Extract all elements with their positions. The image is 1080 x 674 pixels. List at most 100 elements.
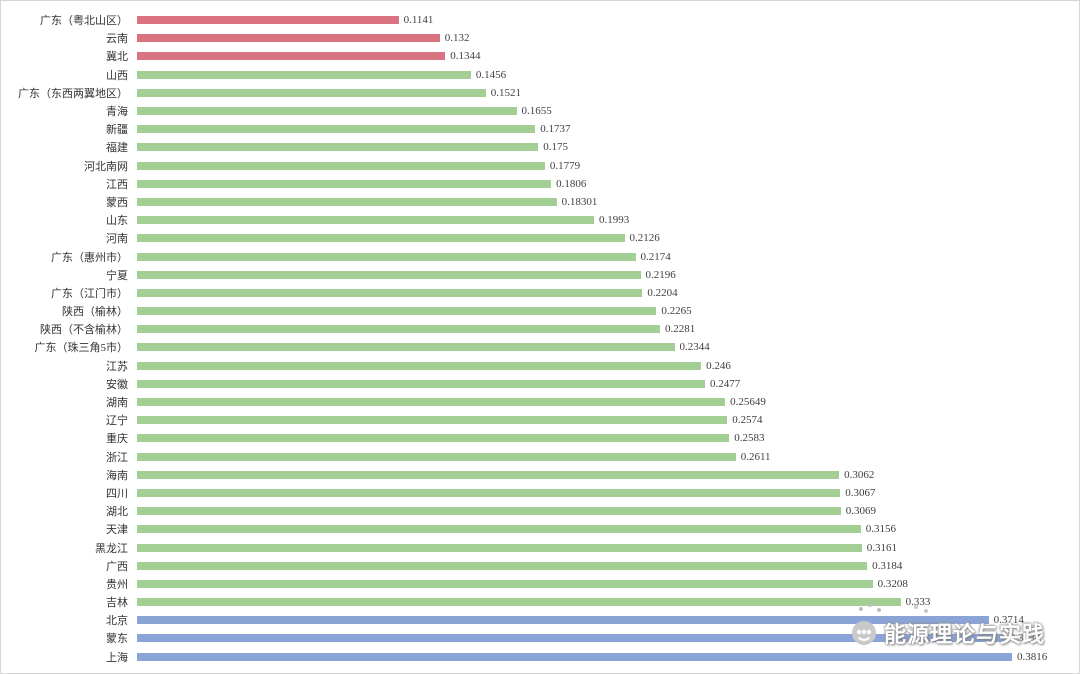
bar-row: 青海 0.1655 [1, 102, 1079, 120]
value-label: 0.132 [444, 32, 470, 45]
category-label: 湖南 [106, 397, 128, 410]
bar-row: 上海 0.3816 [1, 648, 1079, 666]
category-label: 蒙西 [106, 196, 128, 209]
category-label: 天津 [106, 524, 128, 537]
bar [137, 525, 861, 534]
value-label: 0.3062 [844, 468, 875, 481]
bar [137, 307, 657, 316]
bar [137, 416, 728, 425]
bar-track: 0.175 [137, 141, 1079, 153]
bar-track: 0.3784 [137, 632, 1079, 644]
bar-row: 重庆 0.2583 [1, 429, 1079, 447]
value-label: 0.2196 [645, 268, 676, 281]
category-label: 黑龙江 [95, 542, 128, 555]
bar-row: 蒙西 0.18301 [1, 193, 1079, 211]
value-label: 0.2477 [710, 377, 741, 390]
value-label: 0.25649 [730, 396, 766, 409]
bar-track: 0.2196 [137, 269, 1079, 281]
bar-track: 0.1993 [137, 214, 1079, 226]
category-label: 广西 [106, 560, 128, 573]
value-label: 0.2344 [679, 341, 710, 354]
value-label: 0.1344 [450, 50, 481, 63]
category-label: 福建 [106, 142, 128, 155]
bar [137, 70, 471, 79]
bar [137, 325, 660, 334]
bar-row: 河南 0.2126 [1, 229, 1079, 247]
bar-row: 广东（惠州市） 0.2174 [1, 247, 1079, 265]
value-label: 0.2611 [740, 450, 771, 463]
bar-row: 黑龙江 0.3161 [1, 538, 1079, 556]
bar-row: 北京 0.3714 [1, 611, 1079, 629]
bar-track: 0.2583 [137, 432, 1079, 444]
category-label: 重庆 [106, 433, 128, 446]
value-label: 0.1141 [403, 14, 434, 27]
category-label: 河南 [106, 233, 128, 246]
bar-track: 0.1806 [137, 178, 1079, 190]
bar-row: 陕西（榆林） 0.2265 [1, 302, 1079, 320]
category-label: 蒙东 [106, 633, 128, 646]
bar-row: 辽宁 0.2574 [1, 411, 1079, 429]
bar [137, 252, 636, 261]
value-label: 0.3161 [866, 541, 898, 554]
bar-row: 冀北 0.1344 [1, 47, 1079, 65]
bar-track: 0.2574 [137, 414, 1079, 426]
bar-row: 安徽 0.2477 [1, 375, 1079, 393]
bar-track: 0.18301 [137, 196, 1079, 208]
category-label: 陕西（榆林） [62, 306, 128, 319]
bar-row: 湖北 0.3069 [1, 502, 1079, 520]
category-label: 广东（粤北山区） [40, 15, 128, 28]
bar-track: 0.3208 [137, 578, 1079, 590]
bar-track: 0.2611 [137, 451, 1079, 463]
bar [137, 197, 557, 206]
bar [137, 398, 726, 407]
bar [137, 34, 440, 43]
bar-track: 0.2126 [137, 232, 1079, 244]
bar-row: 江苏 0.246 [1, 357, 1079, 375]
bar-track: 0.333 [137, 596, 1079, 608]
bar-track: 0.2174 [137, 251, 1079, 263]
bar-track: 0.1779 [137, 160, 1079, 172]
category-label: 江苏 [106, 360, 128, 373]
bar [137, 107, 517, 116]
bar-row: 广东（粤北山区） 0.1141 [1, 11, 1079, 29]
bar-row: 浙江 0.2611 [1, 448, 1079, 466]
category-label: 山西 [106, 69, 128, 82]
bar-row: 宁夏 0.2196 [1, 266, 1079, 284]
bar [137, 598, 901, 607]
value-label: 0.2574 [732, 414, 763, 427]
bar-track: 0.1655 [137, 105, 1079, 117]
value-label: 0.1993 [599, 214, 630, 227]
bar [137, 52, 446, 61]
category-label: 湖北 [106, 506, 128, 519]
bar-track: 0.3067 [137, 487, 1079, 499]
category-label: 广东（惠州市） [51, 251, 128, 264]
category-label: 上海 [106, 651, 128, 664]
value-label: 0.2204 [647, 286, 678, 299]
category-label: 冀北 [106, 51, 128, 64]
bar [137, 470, 840, 479]
bar [137, 561, 868, 570]
bar-track: 0.3714 [137, 614, 1079, 626]
bar [137, 234, 625, 243]
value-label: 0.2265 [661, 305, 692, 318]
bar-row: 广东（江门市） 0.2204 [1, 284, 1079, 302]
value-label: 0.246 [706, 359, 731, 372]
value-label: 0.2281 [665, 323, 696, 336]
bar-track: 0.1344 [137, 50, 1079, 62]
bar-track: 0.246 [137, 360, 1079, 372]
bar-track: 0.2265 [137, 305, 1079, 317]
bar-track: 0.1737 [137, 123, 1079, 135]
category-label: 浙江 [106, 451, 128, 464]
bar [137, 125, 536, 134]
bar [137, 16, 399, 25]
value-label: 0.3816 [1017, 650, 1048, 663]
bar-track: 0.2281 [137, 323, 1079, 335]
bar-row: 广东（东西两翼地区） 0.1521 [1, 84, 1079, 102]
bar-track: 0.132 [137, 32, 1079, 44]
bar-track: 0.1521 [137, 87, 1079, 99]
value-label: 0.2583 [734, 432, 765, 445]
category-label: 贵州 [106, 578, 128, 591]
bar [137, 543, 862, 552]
bar [137, 288, 643, 297]
